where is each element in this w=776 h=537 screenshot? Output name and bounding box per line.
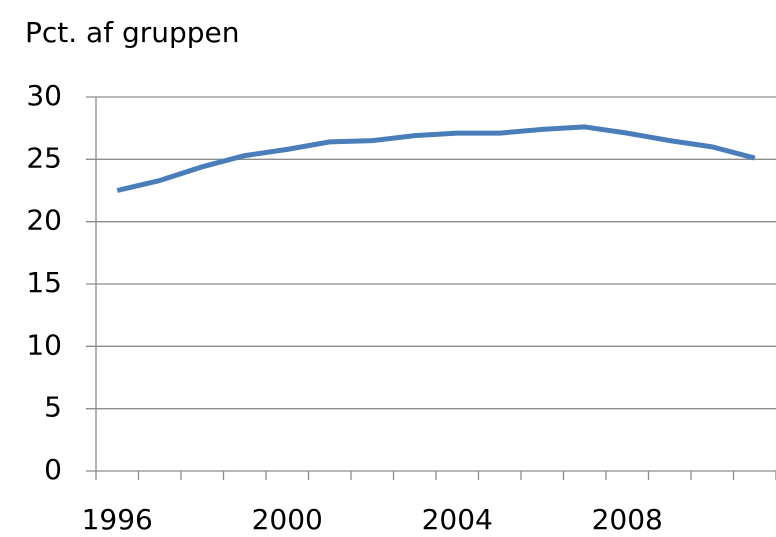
x-tick-label: 2004 — [422, 503, 493, 536]
chart-title: Pct. af gruppen — [25, 16, 240, 49]
y-tick-label: 5 — [44, 391, 62, 424]
y-tick-label: 10 — [26, 328, 62, 361]
x-tick-label: 2000 — [252, 503, 323, 536]
y-tick-label: 25 — [26, 141, 62, 174]
x-tick-label: 2008 — [592, 503, 663, 536]
x-tick-label: 1996 — [82, 503, 153, 536]
y-tick-label: 20 — [26, 204, 62, 237]
y-tick-label: 15 — [26, 266, 62, 299]
data-line — [116, 124, 756, 193]
y-tick-label: 30 — [26, 79, 62, 112]
y-tick-label: 0 — [44, 453, 62, 486]
